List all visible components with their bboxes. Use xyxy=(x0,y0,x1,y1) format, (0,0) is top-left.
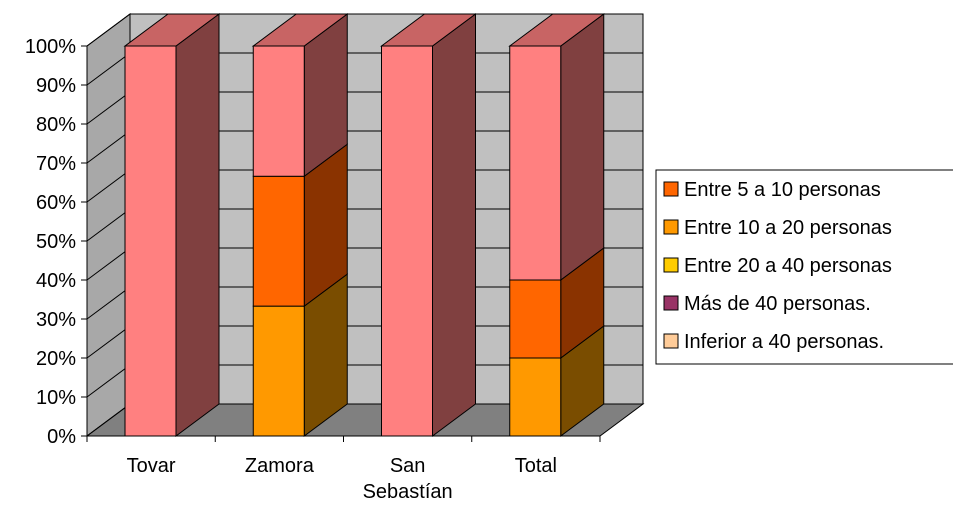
bar-segment-side xyxy=(175,13,220,437)
legend-swatch xyxy=(663,333,679,349)
y-tick-label: 50% xyxy=(36,231,76,253)
y-tick-label: 40% xyxy=(36,270,76,292)
legend-label: Más de 40 personas. xyxy=(684,293,871,315)
y-tick-label: 70% xyxy=(36,153,76,175)
x-category-label: Total xyxy=(515,455,557,477)
bar-segment xyxy=(509,279,562,359)
legend-label: Entre 5 a 10 personas xyxy=(684,179,881,201)
x-category-label: Zamora xyxy=(245,455,315,477)
x-category-label: Tovar xyxy=(127,455,176,477)
legend-label: Entre 20 a 40 personas xyxy=(684,255,892,277)
y-tick-label: 90% xyxy=(36,75,76,97)
bar-top xyxy=(251,13,349,47)
y-tick-label: 80% xyxy=(36,114,76,136)
bar-segment-side xyxy=(432,13,476,437)
bar-segment xyxy=(252,305,305,437)
y-tick-label: 20% xyxy=(36,348,76,370)
bar-top xyxy=(508,13,606,47)
bar-segment xyxy=(252,45,305,177)
legend-swatch xyxy=(663,257,679,273)
y-tick-label: 0% xyxy=(47,426,76,448)
legend-swatch xyxy=(663,181,679,197)
x-category-label: Sebastían xyxy=(363,481,453,503)
y-tick-label: 60% xyxy=(36,192,76,214)
legend-label: Inferior a 40 personas. xyxy=(684,331,884,353)
legend-box xyxy=(655,169,953,365)
bar-segment xyxy=(509,45,562,281)
bar-segment xyxy=(509,357,562,437)
legend-swatch xyxy=(663,295,679,311)
x-category-label: San xyxy=(390,455,426,477)
bar-top xyxy=(379,13,478,47)
bar-segment-side xyxy=(560,13,605,281)
bar-segment xyxy=(124,45,177,437)
y-tick-label: 10% xyxy=(36,387,76,409)
bar-segment xyxy=(381,45,433,437)
y-tick-label: 30% xyxy=(36,309,76,331)
y-tick-label: 100% xyxy=(25,36,76,58)
legend-swatch xyxy=(663,219,679,235)
bar-top xyxy=(123,13,221,47)
legend-label: Entre 10 a 20 personas xyxy=(684,217,892,239)
bar-segment xyxy=(252,175,305,307)
